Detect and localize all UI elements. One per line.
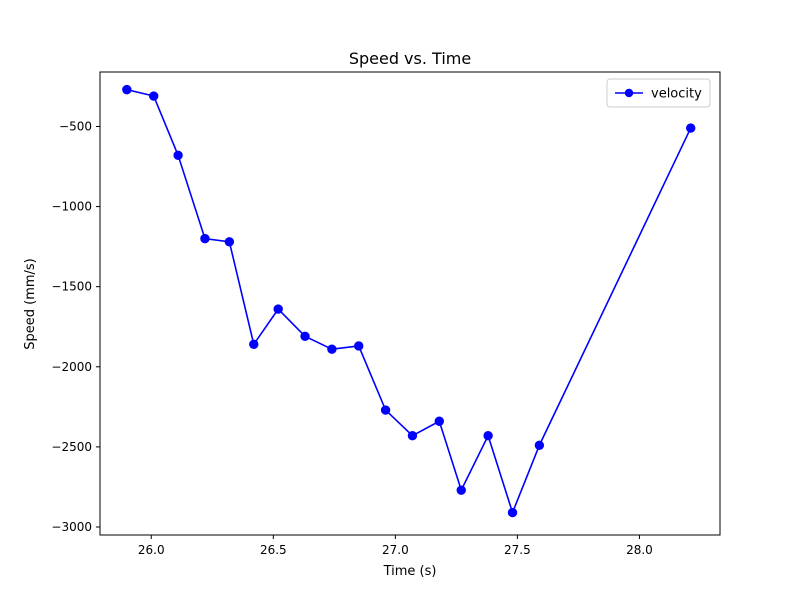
x-tick-label: 26.5	[260, 543, 287, 557]
legend-box	[606, 78, 711, 108]
legend: velocity	[606, 78, 711, 108]
data-point	[507, 507, 518, 518]
x-tick-label: 28.0	[626, 543, 653, 557]
data-point	[149, 91, 159, 101]
data-point	[534, 440, 545, 450]
x-axis-label: Time (s)	[383, 564, 437, 579]
legend-label: velocity	[651, 87, 702, 102]
y-tick-label: −1000	[51, 200, 92, 214]
data-point	[380, 405, 391, 415]
data-point	[200, 233, 210, 244]
data-point	[173, 150, 183, 161]
data-point	[456, 485, 466, 495]
data-point	[122, 84, 132, 95]
data-point	[224, 237, 235, 247]
y-axis-label: Speed (mm/s)	[23, 258, 38, 350]
y-tick-label: −2500	[51, 440, 92, 454]
x-tick-label: 27.0	[382, 543, 409, 557]
y-tick-label: −1500	[51, 280, 92, 294]
x-tick-label: 27.5	[504, 543, 531, 557]
chart-title: Speed vs. Time	[349, 49, 471, 68]
legend-marker	[624, 88, 634, 98]
data-point	[327, 344, 337, 354]
y-tick-label: −3000	[51, 520, 92, 534]
y-tick-label: −500	[59, 119, 92, 133]
data-point	[407, 430, 418, 441]
data-point	[686, 123, 696, 133]
series-line-velocity	[126, 88, 692, 514]
x-tick-label: 26.0	[138, 543, 165, 557]
data-point	[354, 341, 364, 351]
data-point	[483, 430, 493, 441]
data-point	[249, 339, 259, 350]
y-tick-label: −2000	[51, 360, 92, 374]
data-point	[300, 331, 310, 342]
data-point	[273, 304, 283, 314]
data-point	[434, 416, 444, 426]
plot-area: 26.0 26.5 27.0 27.5 28.0 −3000 −2500 −2000 −1500…	[51, 71, 721, 557]
plot-frame	[99, 71, 721, 536]
